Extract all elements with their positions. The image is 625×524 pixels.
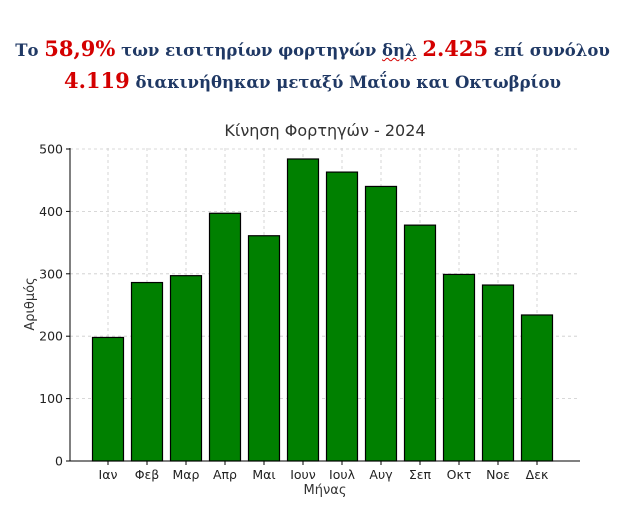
x-tick-label: Οκτ <box>447 467 472 482</box>
x-ticks: Ιαν Φεβ Μαρ Απρ Μαι Ιουν Ιουλ Αυγ Σεπ Οκτ Νοε Δεκ <box>99 461 549 482</box>
y-tick-label: 400 <box>39 204 63 219</box>
bars <box>91 158 554 462</box>
truck-traffic-chart: Κίνηση Φορτηγών - 2024 0100200300400500 … <box>23 121 580 498</box>
bar-Απρ <box>208 212 242 462</box>
headline-percentage: 58,9% <box>44 36 116 61</box>
y-tick-label: 0 <box>55 454 63 469</box>
y-tick-label: 500 <box>39 142 63 157</box>
bar-Μαρ <box>169 275 203 462</box>
y-ticks: 0 100 200 300 400 500 <box>39 142 70 469</box>
bar-Σεπ <box>403 224 437 462</box>
headline-abbreviation: δηλ <box>382 41 417 60</box>
y-tick-label: 300 <box>39 266 63 281</box>
x-tick-label: Ιαν <box>99 467 118 482</box>
headline-total-count: 4.119 <box>64 68 130 93</box>
x-tick-label: Αυγ <box>369 467 393 482</box>
bar-Ιουλ <box>325 171 359 462</box>
bar-Φεβ <box>130 281 164 462</box>
headline-line-1: Το 58,9% των εισιτηρίων φορτηγών δηλ 2.4… <box>0 34 625 66</box>
x-tick-label: Απρ <box>213 467 237 482</box>
bar-Οκτ <box>442 273 476 462</box>
axes <box>69 148 580 462</box>
headline-text: διακινήθηκαν μεταξύ Μαΐου και Οκτωβρίου <box>129 73 561 92</box>
bar-Μαι <box>247 235 281 462</box>
x-tick-label: Δεκ <box>526 467 549 482</box>
bar-Ιαν <box>91 336 125 462</box>
x-tick-label: Σεπ <box>409 467 432 482</box>
headline-text: επί συνόλου <box>488 41 610 60</box>
headline-text: των εισιτηρίων φορτηγών <box>115 41 383 60</box>
x-tick-label: Ιουν <box>290 467 316 482</box>
bar-Νοε <box>481 284 515 462</box>
headline-text: Το <box>15 41 45 60</box>
bar-Δεκ <box>520 314 554 462</box>
headline: Το 58,9% των εισιτηρίων φορτηγών δηλ 2.4… <box>0 34 625 98</box>
bar-Αυγ <box>364 185 398 462</box>
y-tick-label: 100 <box>39 391 63 406</box>
y-axis-label: Αριθμός <box>23 277 38 330</box>
x-tick-label: Μαρ <box>173 467 200 482</box>
chart-title: Κίνηση Φορτηγών - 2024 <box>224 121 425 140</box>
x-tick-label: Μαι <box>252 467 275 482</box>
x-tick-label: Ιουλ <box>329 467 356 482</box>
x-tick-label: Φεβ <box>135 467 160 482</box>
x-tick-label: Νοε <box>486 467 510 482</box>
x-axis-label: Μήνας <box>304 483 347 498</box>
headline-line-2: 4.119 διακινήθηκαν μεταξύ Μαΐου και Οκτω… <box>0 66 625 98</box>
y-tick-label: 200 <box>39 329 63 344</box>
bar-Ιουν <box>286 158 320 462</box>
headline-count-may-oct: 2.425 <box>422 36 489 61</box>
